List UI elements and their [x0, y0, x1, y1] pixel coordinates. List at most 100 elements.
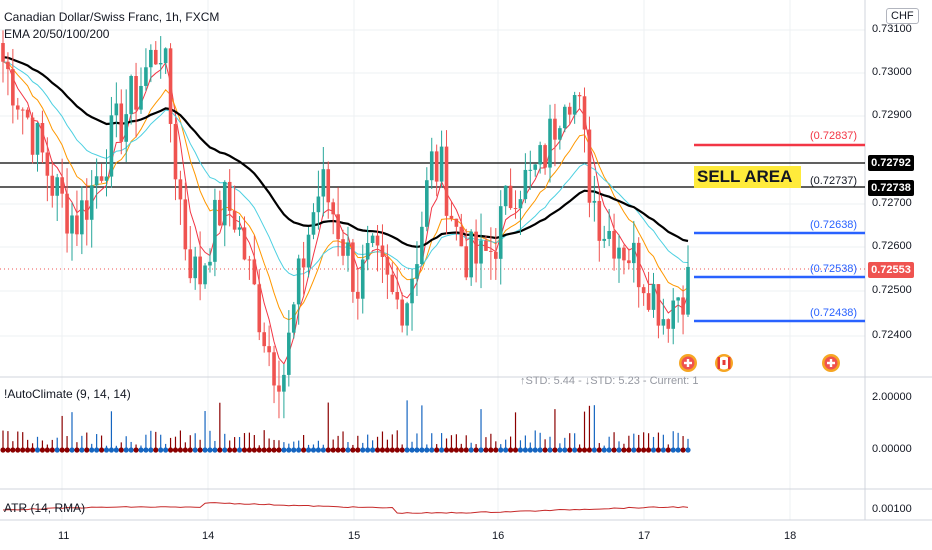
candle	[518, 199, 523, 209]
climate-dot	[419, 447, 425, 453]
candle	[55, 177, 60, 196]
candle	[301, 258, 306, 268]
climate-dot	[291, 447, 297, 453]
time-label: 14	[202, 530, 215, 542]
candle	[99, 176, 104, 181]
candle	[513, 208, 518, 210]
candle	[272, 352, 276, 386]
climate-dot	[330, 447, 336, 453]
candle	[631, 242, 636, 264]
climate-dot	[389, 447, 395, 453]
climate-dot	[527, 447, 533, 453]
blue-level-label-2: (0.72538)	[810, 263, 858, 275]
climate-dot	[443, 447, 450, 453]
candle	[306, 234, 311, 268]
atr-tick: 0.00100	[872, 503, 912, 515]
candle	[84, 200, 89, 220]
price-tick: 0.72500	[872, 284, 912, 296]
climate-dot	[606, 447, 612, 453]
candle	[237, 227, 242, 230]
candle	[380, 245, 385, 257]
climate-dot	[488, 447, 494, 453]
candle	[25, 109, 30, 118]
climate-dot	[478, 447, 484, 453]
ema-legend[interactable]: EMA 20/50/100/200	[4, 27, 110, 41]
climate-dot	[409, 447, 415, 453]
sell-area-label[interactable]: SELL AREA	[694, 166, 801, 188]
candle	[65, 193, 69, 234]
climate-dot	[611, 447, 617, 453]
candle	[553, 118, 557, 140]
candle	[70, 215, 74, 234]
climate-dot	[631, 447, 637, 453]
candle	[129, 75, 133, 115]
climate-dot	[256, 447, 262, 453]
event-icon[interactable]	[822, 354, 840, 372]
climate-dot	[34, 447, 41, 453]
climate-dot	[74, 447, 80, 453]
climate-dot	[301, 447, 307, 453]
climate-dot	[621, 447, 627, 453]
candle	[119, 103, 124, 142]
autoclimate-legend[interactable]: !AutoClimate (9, 14, 14)	[4, 387, 131, 401]
candle	[163, 48, 168, 64]
autoclimate-stats: ↑STD: 5.44 - ↓STD: 5.23 - Current: 1	[520, 375, 699, 387]
climate-dot	[463, 447, 469, 453]
climate-dot	[222, 447, 228, 453]
candle	[232, 210, 237, 230]
climate-dot	[675, 447, 681, 453]
climate-dot	[296, 447, 302, 453]
climate-dot	[394, 447, 400, 453]
candle	[341, 239, 345, 256]
candle	[572, 95, 577, 115]
currency-button[interactable]: CHF	[886, 8, 919, 24]
climate-dot	[379, 447, 386, 453]
candle	[597, 200, 602, 241]
symbol-title[interactable]: Canadian Dollar/Swiss Franc, 1h, FXCM	[4, 10, 220, 24]
climate-dot	[20, 447, 26, 453]
candle	[400, 299, 404, 326]
candle	[168, 48, 173, 124]
candle	[484, 240, 488, 251]
current-price-badge: 0.72553	[868, 262, 914, 278]
price-tick: 0.73100	[872, 23, 912, 35]
climate-dot	[241, 447, 248, 453]
candle	[528, 169, 533, 171]
climate-dot	[483, 447, 489, 453]
candle	[6, 61, 10, 70]
climate-dot	[108, 447, 115, 453]
candle	[449, 215, 454, 219]
candle	[523, 169, 528, 200]
candle	[543, 145, 547, 168]
price-tick: 0.72900	[872, 109, 912, 121]
candle	[370, 235, 375, 244]
climate-dot	[64, 447, 70, 453]
climate-dot	[493, 447, 499, 453]
candle	[30, 117, 35, 155]
candle	[425, 180, 429, 227]
candle	[193, 256, 197, 279]
candle	[311, 212, 316, 235]
candle	[434, 151, 439, 182]
atr-legend[interactable]: ATR (14, RMA)	[4, 501, 86, 515]
candle	[291, 304, 296, 333]
candle	[622, 247, 626, 261]
climate-dot	[552, 447, 558, 453]
time-label: 11	[58, 530, 70, 542]
candle	[203, 265, 207, 285]
climate-dot	[645, 447, 652, 453]
price-tick: 0.72600	[872, 240, 912, 252]
candle	[183, 199, 188, 250]
canada-flag-icon[interactable]	[715, 354, 733, 372]
candle	[617, 247, 621, 259]
candle	[149, 49, 153, 68]
climate-dot	[89, 447, 95, 453]
candle	[548, 118, 552, 168]
climate-dot	[434, 447, 440, 453]
climate-dot	[98, 447, 105, 453]
climate-dot	[113, 447, 119, 453]
climate-dot	[562, 447, 568, 453]
event-icon[interactable]	[679, 354, 697, 372]
climate-dot	[399, 447, 405, 453]
